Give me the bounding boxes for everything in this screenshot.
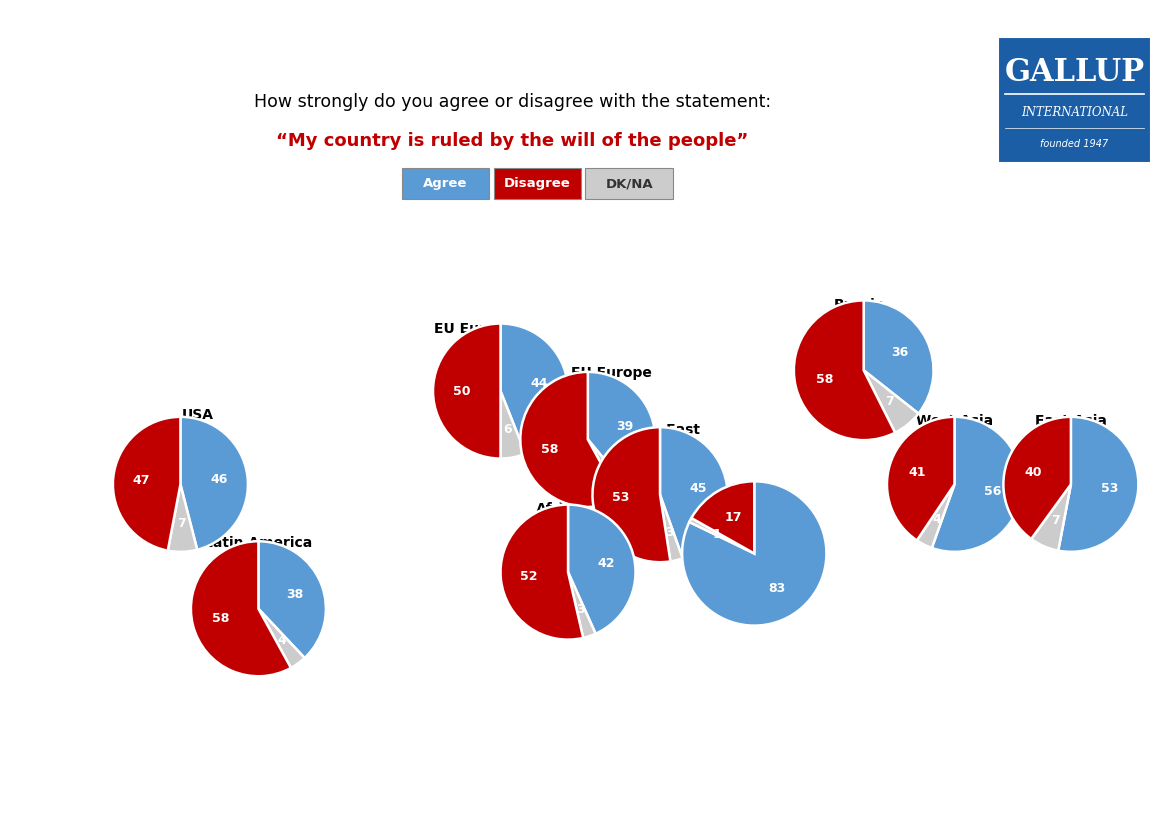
Text: 4: 4 <box>932 512 942 526</box>
Text: 42: 42 <box>597 557 615 570</box>
Wedge shape <box>168 485 197 552</box>
Text: 40: 40 <box>1024 466 1043 479</box>
Text: 47: 47 <box>133 474 150 487</box>
Text: 83: 83 <box>768 583 786 596</box>
Text: 53: 53 <box>612 491 630 504</box>
Text: 7: 7 <box>177 517 186 530</box>
Wedge shape <box>568 572 596 638</box>
Wedge shape <box>1003 417 1071 539</box>
Wedge shape <box>660 494 682 561</box>
Text: 46: 46 <box>211 473 228 486</box>
FancyBboxPatch shape <box>402 168 489 199</box>
Text: 3: 3 <box>666 526 674 539</box>
Text: 38: 38 <box>286 588 304 601</box>
Wedge shape <box>520 372 620 507</box>
Text: 41: 41 <box>908 467 925 480</box>
Wedge shape <box>864 370 918 432</box>
Text: 50: 50 <box>453 384 470 397</box>
Text: Agree: Agree <box>423 177 468 190</box>
FancyBboxPatch shape <box>494 168 581 199</box>
Wedge shape <box>660 428 728 558</box>
Text: 39: 39 <box>616 419 633 432</box>
Text: East Asia: East Asia <box>1035 414 1107 428</box>
Text: How strongly do you agree or disagree with the statement:: How strongly do you agree or disagree wi… <box>254 93 771 111</box>
Wedge shape <box>691 481 754 553</box>
Text: Middle East: Middle East <box>609 423 700 437</box>
Wedge shape <box>258 609 305 668</box>
Text: Disagree: Disagree <box>504 177 570 190</box>
Wedge shape <box>794 300 895 440</box>
Text: 3: 3 <box>576 603 584 616</box>
Text: USA: USA <box>182 408 214 422</box>
Text: 4: 4 <box>277 634 286 647</box>
Text: Latin America: Latin America <box>205 536 312 550</box>
Wedge shape <box>113 417 180 551</box>
Wedge shape <box>568 504 636 634</box>
Wedge shape <box>917 485 954 548</box>
Text: 58: 58 <box>816 373 833 386</box>
Text: Non EU Europe: Non EU Europe <box>535 366 652 380</box>
Text: 1: 1 <box>712 528 722 540</box>
Wedge shape <box>180 417 248 550</box>
Wedge shape <box>864 300 934 414</box>
FancyBboxPatch shape <box>585 168 673 199</box>
Wedge shape <box>433 323 501 459</box>
Text: India: India <box>731 482 771 496</box>
Text: DK/NA: DK/NA <box>605 177 653 190</box>
Wedge shape <box>588 440 631 499</box>
Wedge shape <box>501 323 568 454</box>
Text: Russia: Russia <box>833 299 885 313</box>
Wedge shape <box>887 417 954 540</box>
Text: 44: 44 <box>531 377 548 390</box>
Text: 45: 45 <box>690 481 708 494</box>
Text: 7: 7 <box>885 395 894 408</box>
Text: 3: 3 <box>605 465 615 478</box>
Wedge shape <box>689 518 754 553</box>
Wedge shape <box>1058 417 1138 552</box>
Text: 6: 6 <box>504 423 512 436</box>
Text: 53: 53 <box>1101 481 1119 494</box>
Wedge shape <box>1031 485 1071 551</box>
Text: West Asia: West Asia <box>916 414 993 428</box>
Text: 58: 58 <box>212 612 229 625</box>
Text: GALLUP: GALLUP <box>1005 56 1144 87</box>
Text: Africa: Africa <box>535 502 582 516</box>
Wedge shape <box>501 391 525 459</box>
Text: founded 1947: founded 1947 <box>1041 140 1108 149</box>
Text: EU Europe: EU Europe <box>434 322 516 336</box>
Wedge shape <box>592 428 670 562</box>
Text: 36: 36 <box>892 346 909 359</box>
Wedge shape <box>191 541 291 676</box>
Text: 17: 17 <box>724 511 741 524</box>
Text: 56: 56 <box>985 485 1002 498</box>
Wedge shape <box>588 372 655 491</box>
Text: 52: 52 <box>520 570 538 583</box>
Wedge shape <box>258 541 326 658</box>
FancyBboxPatch shape <box>998 37 1151 163</box>
Wedge shape <box>932 417 1022 552</box>
Wedge shape <box>682 481 826 626</box>
Text: 58: 58 <box>541 442 559 455</box>
Wedge shape <box>501 504 583 640</box>
Text: 7: 7 <box>1051 514 1059 527</box>
Text: “My country is ruled by the will of the people”: “My country is ruled by the will of the … <box>276 132 748 150</box>
Text: INTERNATIONAL: INTERNATIONAL <box>1021 106 1128 119</box>
